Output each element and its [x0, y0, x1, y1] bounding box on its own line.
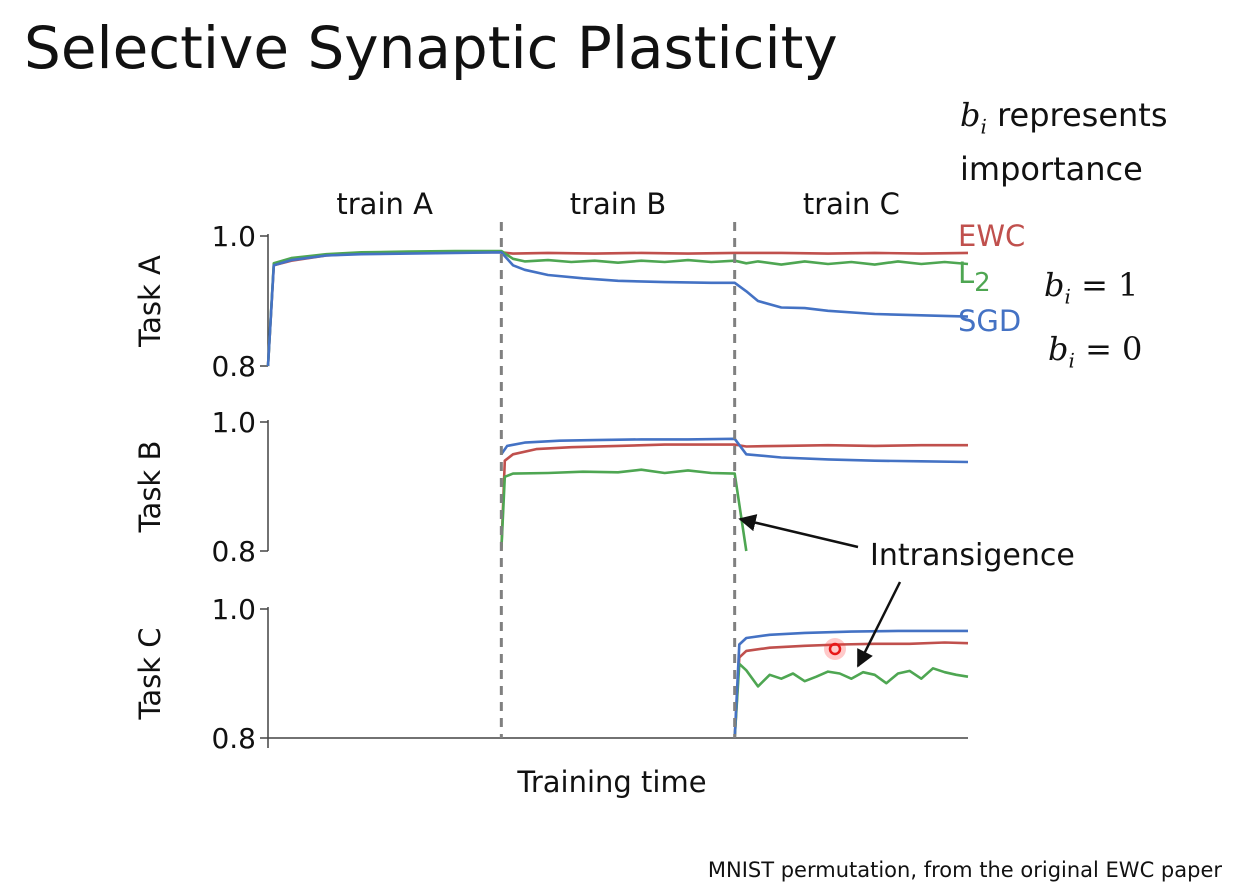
phase-label-2: train B: [570, 187, 667, 221]
y-axis-label-1: Task A: [133, 255, 167, 348]
y-axis-label-3: Task C: [133, 627, 167, 720]
equation-b-equals-1: bi = 1: [1044, 266, 1139, 309]
phase-label-3: train C: [803, 187, 900, 221]
y-tick-label: 0.8: [211, 722, 256, 755]
y-tick-label: 0.8: [211, 535, 256, 568]
series-line-sgd-panel-2: [500, 437, 969, 464]
series-line-ewc-panel-2: [500, 443, 968, 552]
series-line-l2-panel-3: [733, 662, 969, 739]
series-line-l2-panel-1: [266, 249, 969, 367]
y-tick-label: 0.8: [211, 350, 256, 383]
annotation-arrow-task-c: [856, 581, 902, 668]
y-tick-label: 1.0: [211, 593, 256, 626]
pointer-dot: [828, 642, 842, 656]
x-axis-label: Training time: [516, 765, 706, 799]
figure-caption: MNIST permutation, from the original EWC…: [707, 858, 1222, 882]
legend-ewc: EWC: [958, 219, 1025, 253]
note-variable: bi: [960, 96, 987, 139]
slide-title: Selective Synaptic Plasticity: [24, 14, 838, 82]
legend-l2: L2: [958, 256, 991, 298]
series-line-ewc-panel-3: [733, 641, 969, 739]
equation-b-equals-0: bi = 0: [1048, 330, 1143, 373]
series-line-sgd-panel-3: [733, 629, 968, 739]
y-tick-label: 1.0: [211, 220, 256, 253]
pointer-glow: [824, 638, 846, 660]
importance-note: bi represents: [960, 96, 1168, 138]
annotation-label: Intransigence: [870, 538, 1075, 573]
series-line-l2-panel-2: [500, 468, 748, 552]
series-line-ewc-panel-1: [266, 251, 969, 367]
legend-sgd: SGD: [958, 304, 1021, 338]
note-line-1: represents: [997, 96, 1168, 134]
series-line-sgd-panel-1: [266, 251, 969, 367]
annotation-arrow-task-b: [738, 514, 859, 549]
y-tick-label: 1.0: [211, 406, 256, 439]
y-axis-label-2: Task B: [133, 441, 167, 534]
note-line-2: importance: [960, 150, 1143, 188]
phase-label-1: train A: [336, 187, 433, 221]
